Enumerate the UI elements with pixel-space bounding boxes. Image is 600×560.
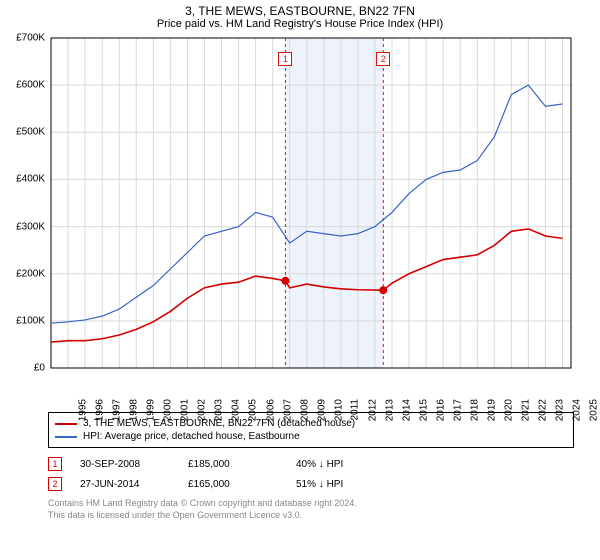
x-axis-label: 2018 <box>469 399 480 421</box>
x-axis-label: 2002 <box>197 399 208 421</box>
sales-delta: 51% ↓ HPI <box>296 479 386 490</box>
license-line-2: This data is licensed under the Open Gov… <box>48 510 574 522</box>
x-axis-label: 2004 <box>231 399 242 421</box>
y-axis-label: £200K <box>3 268 45 279</box>
x-axis-label: 2008 <box>299 399 310 421</box>
x-axis-label: 2022 <box>538 399 549 421</box>
x-axis-label: 2010 <box>333 399 344 421</box>
x-axis-label: 2003 <box>214 399 225 421</box>
x-axis-label: 1999 <box>145 399 156 421</box>
chart-area: 12£0£100K£200K£300K£400K£500K£600K£700K1… <box>3 32 597 408</box>
x-axis-label: 2012 <box>367 399 378 421</box>
sales-price: £165,000 <box>188 479 278 490</box>
legend-swatch <box>55 423 77 425</box>
x-axis-label: 2021 <box>521 399 532 421</box>
x-axis-label: 2013 <box>384 399 395 421</box>
sales-price: £185,000 <box>188 459 278 470</box>
chart-subtitle: Price paid vs. HM Land Registry's House … <box>0 18 600 32</box>
license-text: Contains HM Land Registry data © Crown c… <box>48 498 574 521</box>
x-axis-label: 2024 <box>572 399 583 421</box>
y-axis-label: £400K <box>3 174 45 185</box>
y-axis-label: £300K <box>3 221 45 232</box>
x-axis-label: 1998 <box>128 399 139 421</box>
chart-marker-2: 2 <box>376 52 390 66</box>
x-axis-label: 2006 <box>265 399 276 421</box>
x-axis-label: 1996 <box>94 399 105 421</box>
sales-marker-box: 2 <box>48 477 62 491</box>
chart-title: 3, THE MEWS, EASTBOURNE, BN22 7FN <box>0 0 600 18</box>
x-axis-label: 2025 <box>589 399 600 421</box>
x-axis-label: 1995 <box>77 399 88 421</box>
x-axis-label: 2017 <box>452 399 463 421</box>
sales-marker-box: 1 <box>48 457 62 471</box>
x-axis-label: 2005 <box>248 399 259 421</box>
sales-row: 1 30-SEP-2008 £185,000 40% ↓ HPI <box>48 454 574 474</box>
y-axis-label: £700K <box>3 33 45 44</box>
y-axis-label: £0 <box>3 363 45 374</box>
legend-label: HPI: Average price, detached house, East… <box>83 431 300 442</box>
x-axis-label: 2020 <box>503 399 514 421</box>
x-axis-label: 2014 <box>401 399 412 421</box>
x-axis-label: 2009 <box>316 399 327 421</box>
x-axis-label: 1997 <box>111 399 122 421</box>
y-axis-label: £600K <box>3 80 45 91</box>
x-axis-label: 2015 <box>418 399 429 421</box>
chart-svg <box>3 32 597 372</box>
x-axis-label: 2023 <box>555 399 566 421</box>
x-axis-label: 2001 <box>180 399 191 421</box>
sales-date: 30-SEP-2008 <box>80 459 170 470</box>
license-line-1: Contains HM Land Registry data © Crown c… <box>48 498 574 510</box>
legend-swatch <box>55 436 77 438</box>
chart-marker-1: 1 <box>278 52 292 66</box>
sales-row: 2 27-JUN-2014 £165,000 51% ↓ HPI <box>48 474 574 494</box>
sales-date: 27-JUN-2014 <box>80 479 170 490</box>
legend-item: HPI: Average price, detached house, East… <box>55 430 567 443</box>
x-axis-label: 2019 <box>486 399 497 421</box>
sales-table: 1 30-SEP-2008 £185,000 40% ↓ HPI 2 27-JUN-201… <box>48 454 574 494</box>
sales-delta: 40% ↓ HPI <box>296 459 386 470</box>
x-axis-label: 2000 <box>162 399 173 421</box>
x-axis-label: 2007 <box>282 399 293 421</box>
x-axis-label: 2011 <box>349 399 360 421</box>
y-axis-label: £500K <box>3 127 45 138</box>
x-axis-label: 2016 <box>435 399 446 421</box>
y-axis-label: £100K <box>3 315 45 326</box>
